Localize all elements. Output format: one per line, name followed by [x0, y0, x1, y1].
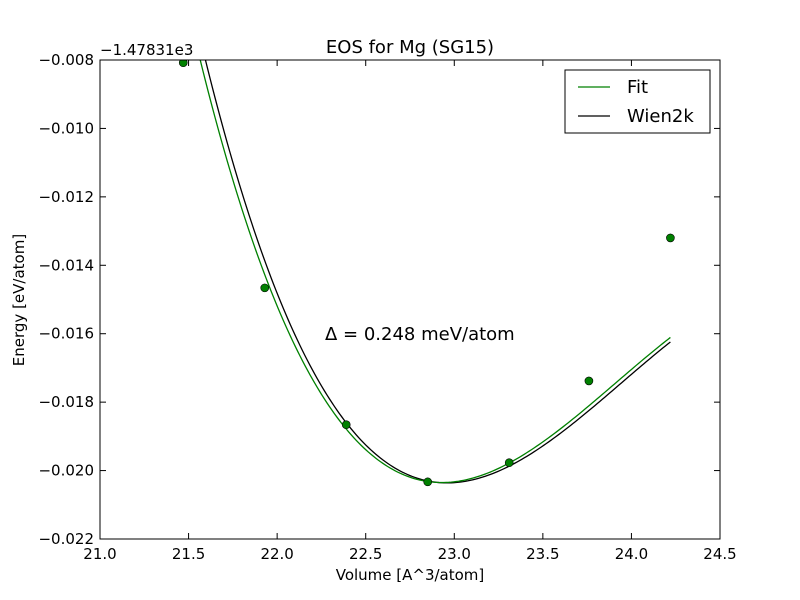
x-tick-label: 23.5 — [526, 545, 559, 563]
plot-content — [178, 60, 675, 487]
y-tick-label: −0.014 — [38, 256, 94, 274]
chart-title: EOS for Mg (SG15) — [326, 37, 494, 58]
x-axis-title: Volume [A^3/atom] — [336, 566, 485, 584]
data-point — [260, 283, 270, 293]
y-tick-label: −0.018 — [38, 393, 94, 411]
data-point — [341, 420, 351, 430]
y-tick-label: −0.010 — [38, 119, 94, 137]
x-tick-label: 22.5 — [349, 545, 382, 563]
data-point — [423, 477, 433, 487]
y-tick-label: −0.020 — [38, 462, 94, 480]
data-point — [666, 233, 675, 243]
y-tick-label: −0.012 — [38, 188, 94, 206]
data-point — [504, 458, 514, 468]
legend-box — [564, 69, 711, 134]
x-axis: 21.0 21.5 22.0 22.5 23.0 23.5 24.0 24.5 — [83, 60, 737, 563]
legend: Fit Wien2k — [564, 69, 711, 134]
y-offset-label: −1.47831e3 — [100, 41, 193, 59]
y-tick-label: −0.022 — [38, 530, 94, 548]
x-tick-label: 23.0 — [438, 545, 471, 563]
x-tick-label: 21.0 — [83, 545, 116, 563]
data-point — [584, 376, 594, 386]
x-tick-label: 24.0 — [615, 545, 648, 563]
x-tick-label: 22.0 — [260, 545, 293, 563]
y-axis-title: Energy [eV/atom] — [10, 234, 28, 366]
y-tick-label: −0.008 — [38, 51, 94, 69]
data-point — [178, 60, 188, 68]
y-tick-label: −0.016 — [38, 325, 94, 343]
x-tick-label: 21.5 — [172, 545, 205, 563]
plot-frame — [99, 59, 721, 540]
y-axis: −0.008 −0.010 −0.012 −0.014 −0.016 −0.018 −0.0… — [38, 51, 720, 548]
legend-label-wien2k: Wien2k — [627, 106, 694, 127]
delta-annotation: Δ = 0.248 meV/atom — [325, 324, 515, 345]
legend-label-fit: Fit — [627, 77, 648, 98]
x-tick-label: 24.5 — [703, 545, 736, 563]
